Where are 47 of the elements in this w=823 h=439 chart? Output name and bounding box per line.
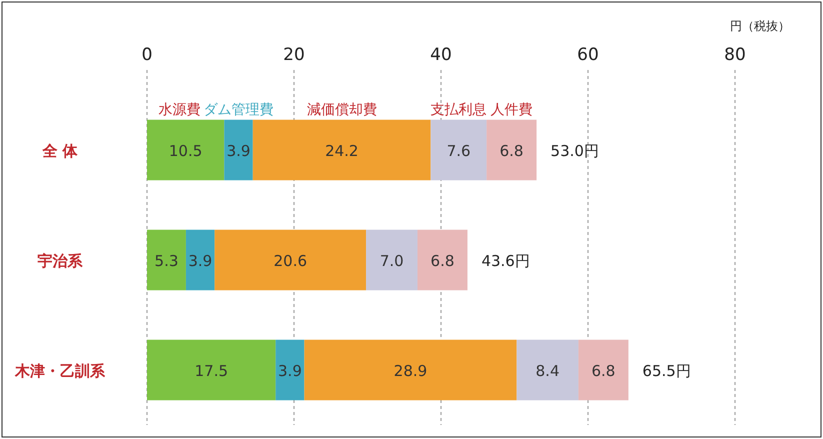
data-label: 17.5 bbox=[194, 362, 228, 380]
data-label: 6.8 bbox=[430, 252, 454, 270]
bar bbox=[147, 230, 186, 290]
total-label: 43.6円 bbox=[481, 252, 530, 270]
x-tick-label: 0 bbox=[142, 45, 152, 65]
data-label: 7.6 bbox=[446, 142, 471, 160]
bar bbox=[214, 230, 366, 290]
data-label: 24.2 bbox=[325, 142, 358, 160]
series-label: ダム管理費 bbox=[204, 102, 274, 118]
y-tick-label: 宇治系 bbox=[38, 252, 84, 270]
bar bbox=[147, 340, 276, 400]
data-label: 20.6 bbox=[274, 252, 308, 270]
data-label: 3.9 bbox=[226, 142, 250, 160]
data-label: 5.3 bbox=[154, 252, 178, 270]
series-label: 水源費 bbox=[158, 102, 201, 118]
series-label: 人件費 bbox=[490, 102, 533, 118]
total-label: 53.0円 bbox=[550, 142, 599, 160]
data-label: 3.9 bbox=[278, 362, 302, 380]
data-label: 6.8 bbox=[500, 142, 524, 160]
bar bbox=[224, 120, 253, 180]
data-label: 10.5 bbox=[168, 142, 202, 160]
y-tick-label: 全 体 bbox=[41, 142, 79, 160]
y-tick-label: 木津・乙訓系 bbox=[14, 362, 106, 380]
bar bbox=[186, 230, 215, 290]
bar bbox=[147, 120, 224, 180]
x-axis-title: 円（税抜） bbox=[730, 19, 790, 33]
total-label: 65.5円 bbox=[642, 362, 691, 380]
bar bbox=[516, 340, 578, 400]
x-tick-label: 80 bbox=[724, 45, 746, 65]
data-label: 28.9 bbox=[394, 362, 428, 380]
bar bbox=[578, 340, 628, 400]
bar bbox=[417, 230, 468, 290]
x-tick-label: 40 bbox=[430, 45, 452, 65]
data-label: 7.0 bbox=[380, 252, 404, 270]
bar bbox=[252, 120, 431, 180]
bar bbox=[276, 340, 304, 400]
x-tick-label: 20 bbox=[283, 45, 305, 65]
bar bbox=[486, 120, 537, 180]
series-label: 支払利息 bbox=[430, 102, 487, 118]
series-label: 減価償却費 bbox=[306, 102, 377, 118]
x-tick-label: 60 bbox=[577, 45, 599, 65]
bar bbox=[430, 120, 487, 180]
bar bbox=[366, 230, 418, 290]
data-label: 3.9 bbox=[188, 252, 212, 270]
data-label: 8.4 bbox=[536, 362, 560, 380]
data-label: 6.8 bbox=[592, 362, 616, 380]
bar bbox=[304, 340, 517, 400]
